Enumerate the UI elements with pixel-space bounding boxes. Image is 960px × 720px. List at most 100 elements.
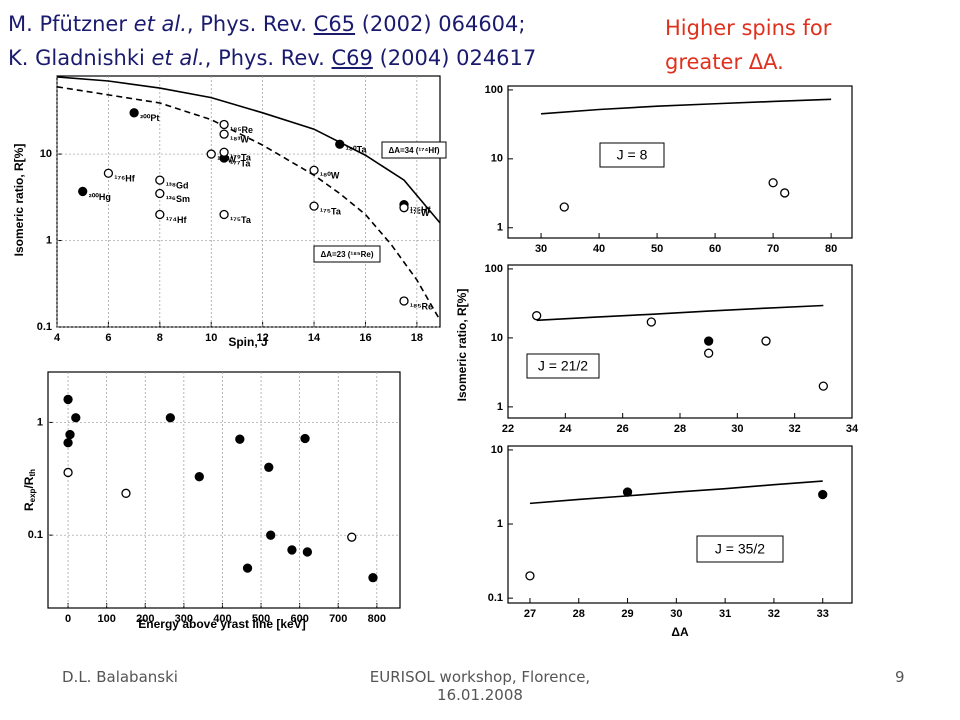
data-point <box>78 186 88 197</box>
annotation-box <box>313 245 381 263</box>
point-label: ¹⁸⁰Ta <box>346 145 368 155</box>
curve <box>536 304 824 322</box>
x-tick-label: 31 <box>719 608 731 620</box>
x-tick-label: 30 <box>535 243 547 255</box>
y-tick-label: 100 <box>485 84 503 96</box>
x-axis-label: ΔA <box>671 625 689 639</box>
x-tick-label: 0 <box>65 613 71 625</box>
data-point <box>818 381 828 391</box>
volume: C65 <box>313 12 356 36</box>
reference: K. Gladnishki et al., Phys. Rev. C69 (20… <box>8 46 536 70</box>
data-point <box>287 545 297 555</box>
point-label: ¹⁷⁵Ta <box>230 215 252 225</box>
curve <box>56 86 441 321</box>
x-axis-label: Spin, J <box>228 335 267 349</box>
data-point <box>155 209 165 220</box>
y-tick-label: 10 <box>40 148 52 160</box>
note: Higher spins for <box>665 16 832 40</box>
curve <box>541 98 832 115</box>
data-point <box>155 175 165 185</box>
data-point <box>532 311 542 321</box>
x-tick-label: 70 <box>767 243 779 255</box>
footer-line: 16.01.2008 <box>437 686 523 704</box>
point-label: ¹⁸³W <box>230 135 249 145</box>
x-tick-label: 40 <box>593 243 605 255</box>
x-tick-label: 34 <box>846 423 859 435</box>
y-label-part: th <box>28 469 37 477</box>
annotation-box <box>696 535 784 563</box>
data-point <box>622 487 633 497</box>
data-point <box>559 202 569 212</box>
data-point <box>704 348 714 358</box>
reference: M. Pfützner et al., Phys. Rev. C65 (2002… <box>8 12 525 36</box>
et-al: et al. <box>151 46 205 70</box>
plot-frame <box>507 264 853 419</box>
y-axis-label: Rexp/Rth <box>22 469 37 511</box>
x-tick-label: 29 <box>621 608 633 620</box>
point-label: ¹⁷⁵W <box>410 208 430 218</box>
data-point <box>266 530 276 540</box>
point-label: ¹⁸⁵Re <box>230 125 253 135</box>
point-label: ¹⁸²W <box>217 154 236 164</box>
annotation-box <box>599 142 665 168</box>
x-tick-label: 6 <box>105 332 111 344</box>
x-tick-label: 80 <box>825 243 837 255</box>
x-axis-label: Energy above yrast line [keV] <box>138 617 305 631</box>
data-point <box>165 413 176 423</box>
x-tick-label: 800 <box>368 613 386 625</box>
point-label: ¹⁷⁴Hf <box>166 215 188 225</box>
y-label-part: exp <box>28 488 37 502</box>
data-point <box>399 296 409 306</box>
y-tick-label: 1 <box>497 401 503 413</box>
y-label-part: R <box>22 502 36 511</box>
y-tick-label: 10 <box>491 332 503 344</box>
x-tick-label: 26 <box>617 423 629 435</box>
data-point <box>129 108 139 118</box>
y-tick-label: 1 <box>497 518 503 530</box>
footer-author: D.L. Balabanski <box>62 668 178 686</box>
y-tick-label: 10 <box>491 153 503 165</box>
x-tick-label: 30 <box>731 423 743 435</box>
y-axis-label: Isomeric ratio, R[%] <box>455 289 469 402</box>
x-tick-label: 27 <box>524 608 536 620</box>
x-tick-label: 300 <box>175 613 193 625</box>
y-tick-label: 1 <box>46 234 52 246</box>
y-tick-label: 1 <box>37 416 43 428</box>
et-al: et al. <box>133 12 187 36</box>
data-point <box>818 489 828 500</box>
data-point <box>71 413 81 423</box>
x-tick-label: 10 <box>205 332 217 344</box>
plot-frame <box>56 75 441 328</box>
point-label: ¹⁷⁶Hf <box>114 174 135 184</box>
y-tick-label: 0.1 <box>37 321 52 333</box>
x-tick-label: 600 <box>290 613 308 625</box>
data-point <box>219 119 229 130</box>
point-label: ¹³⁶Sm <box>166 194 190 204</box>
x-tick-label: 22 <box>502 423 514 435</box>
x-tick-label: 14 <box>308 332 321 344</box>
data-point <box>219 209 229 220</box>
x-tick-label: 100 <box>97 613 115 625</box>
x-tick-label: 18 <box>411 332 423 344</box>
author: K. Gladnishki <box>8 46 145 70</box>
x-tick-label: 4 <box>54 332 61 344</box>
data-point <box>65 429 75 440</box>
data-point <box>206 149 216 159</box>
data-point <box>121 488 131 498</box>
x-tick-label: 8 <box>157 332 163 344</box>
point-label: ¹⁸⁰W <box>320 171 340 181</box>
point-label: ¹⁷⁵Hf <box>410 205 431 215</box>
plot-frame <box>507 85 853 239</box>
point-label: ¹³⁸Gd <box>166 180 189 190</box>
x-tick-label: 50 <box>651 243 663 255</box>
citation: (2002) 064604; <box>361 12 526 36</box>
data-point <box>194 472 204 482</box>
point-label: ²⁰⁰Hg <box>89 192 111 202</box>
data-point <box>335 139 345 149</box>
x-tick-label: 30 <box>670 608 682 620</box>
plot-frame <box>507 445 853 604</box>
data-point <box>768 178 778 188</box>
page-number: 9 <box>895 668 905 686</box>
data-point <box>63 394 73 405</box>
annotation: ΔA=34 (¹⁷⁴Hf) <box>388 146 439 155</box>
